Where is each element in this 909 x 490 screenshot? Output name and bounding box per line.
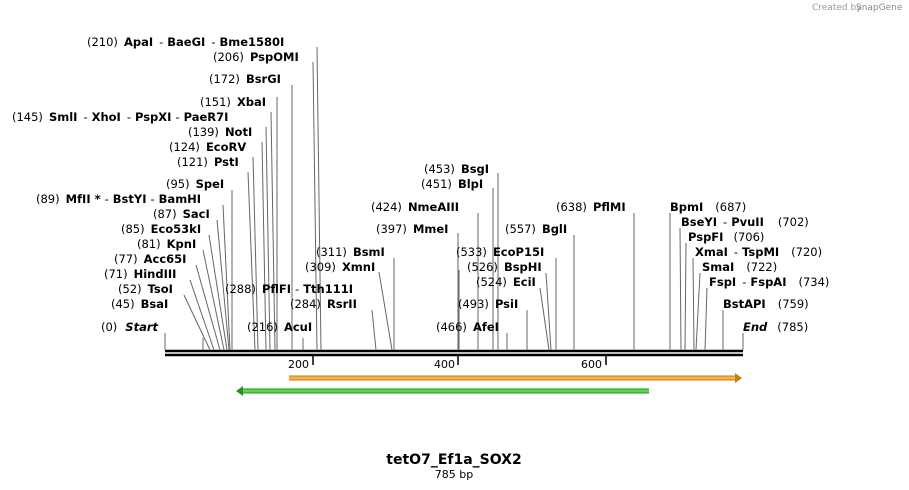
site-label-ecorv[interactable]: (124) EcoRV	[169, 140, 246, 154]
site-label-xmni[interactable]: (309) XmnI	[305, 260, 375, 274]
site-label-bsrgi[interactable]: (172) BsrGI	[209, 72, 281, 86]
site-label-spei[interactable]: (95) SpeI	[166, 177, 224, 191]
tick-label-200: 200	[288, 358, 309, 371]
site-label-bgli[interactable]: (557) BglI	[505, 222, 567, 236]
arrow-right-icon	[735, 373, 742, 383]
site-label-pflmi[interactable]: (638) PflMI	[556, 200, 626, 214]
tick-label-400: 400	[434, 358, 455, 371]
site-label-ecop15i[interactable]: (533) EcoP15I	[456, 245, 544, 259]
site-lines	[164, 46, 744, 351]
site-label-bseyi-pvuii[interactable]: BseYI - PvuII (702)	[681, 215, 809, 229]
site-label-fspi-fspai[interactable]: FspI - FspAI (734)	[709, 275, 829, 289]
site-label-acui[interactable]: (216) AcuI	[247, 320, 312, 334]
start-label: (0) Start	[101, 320, 159, 334]
site-label-noti[interactable]: (139) NotI	[188, 125, 252, 139]
site-label-bstapi[interactable]: BstAPI (759)	[723, 297, 809, 311]
site-label-psti[interactable]: (121) PstI	[177, 155, 239, 169]
site-label-mmei[interactable]: (397) MmeI	[376, 222, 448, 236]
site-label-ecii[interactable]: (524) EciI	[476, 275, 536, 289]
site-label-bsphi[interactable]: (526) BspHI	[467, 260, 542, 274]
site-label-apai-baegi-bme1580i[interactable]: (210) ApaI - BaeGI - Bme1580I	[87, 35, 284, 49]
site-label-bsmi[interactable]: (311) BsmI	[316, 245, 385, 259]
end-label: End (785)	[743, 320, 808, 334]
site-label-bsai[interactable]: (45) BsaI	[111, 297, 168, 311]
site-label-rsrii[interactable]: (284) RsrII	[290, 297, 357, 311]
snapgene-logo: SnapGene	[856, 3, 903, 13]
site-label-pflfi-tth111i[interactable]: (288) PflFI - Tth111I	[225, 282, 353, 296]
site-label-blpi[interactable]: (451) BlpI	[421, 177, 483, 191]
site-label-xmai-tspmi[interactable]: XmaI - TspMI (720)	[695, 245, 822, 259]
site-label-nmeaiii[interactable]: (424) NmeAIII	[371, 200, 459, 214]
dna-backbone	[165, 349, 743, 357]
site-label-bsgi[interactable]: (453) BsgI	[424, 162, 489, 176]
tick-label-600: 600	[581, 358, 602, 371]
map-title: tetO7_Ef1a_SOX2	[386, 452, 521, 468]
site-label-hindiii[interactable]: (71) HindIII	[104, 267, 176, 281]
site-label-bpmi[interactable]: BpmI (687)	[670, 200, 746, 214]
map-length: 785 bp	[435, 468, 473, 481]
site-label-eco53ki[interactable]: (85) Eco53kI	[121, 222, 201, 236]
site-label-psii[interactable]: (493) PsiI	[458, 297, 518, 311]
credit-prefix: Created by	[812, 3, 862, 13]
site-label-saci[interactable]: (87) SacI	[153, 207, 210, 221]
site-label-acc65i[interactable]: (77) Acc65I	[114, 252, 186, 266]
site-label-smai[interactable]: SmaI (722)	[702, 260, 777, 274]
site-label-xbai[interactable]: (151) XbaI	[200, 95, 266, 109]
arrow-left-icon	[236, 386, 243, 396]
site-label-tsoi[interactable]: (52) TsoI	[118, 282, 173, 296]
site-label-smli-xhoi-pspxi-paer7i[interactable]: (145) SmlI - XhoI - PspXI - PaeR7I	[12, 110, 228, 124]
site-label-kpni[interactable]: (81) KpnI	[137, 237, 196, 251]
site-label-mfii-bstyi-bamhi[interactable]: (89) MfII * - BstYI - BamHI	[36, 192, 201, 206]
site-label-afei[interactable]: (466) AfeI	[436, 320, 499, 334]
site-label-pspomi[interactable]: (206) PspOMI	[213, 50, 299, 64]
site-label-pspfi[interactable]: PspFI (706)	[688, 230, 764, 244]
feature-reverse[interactable]	[236, 386, 649, 396]
axis-ticks: 200 400 600	[288, 356, 607, 371]
feature-forward[interactable]	[289, 373, 742, 383]
